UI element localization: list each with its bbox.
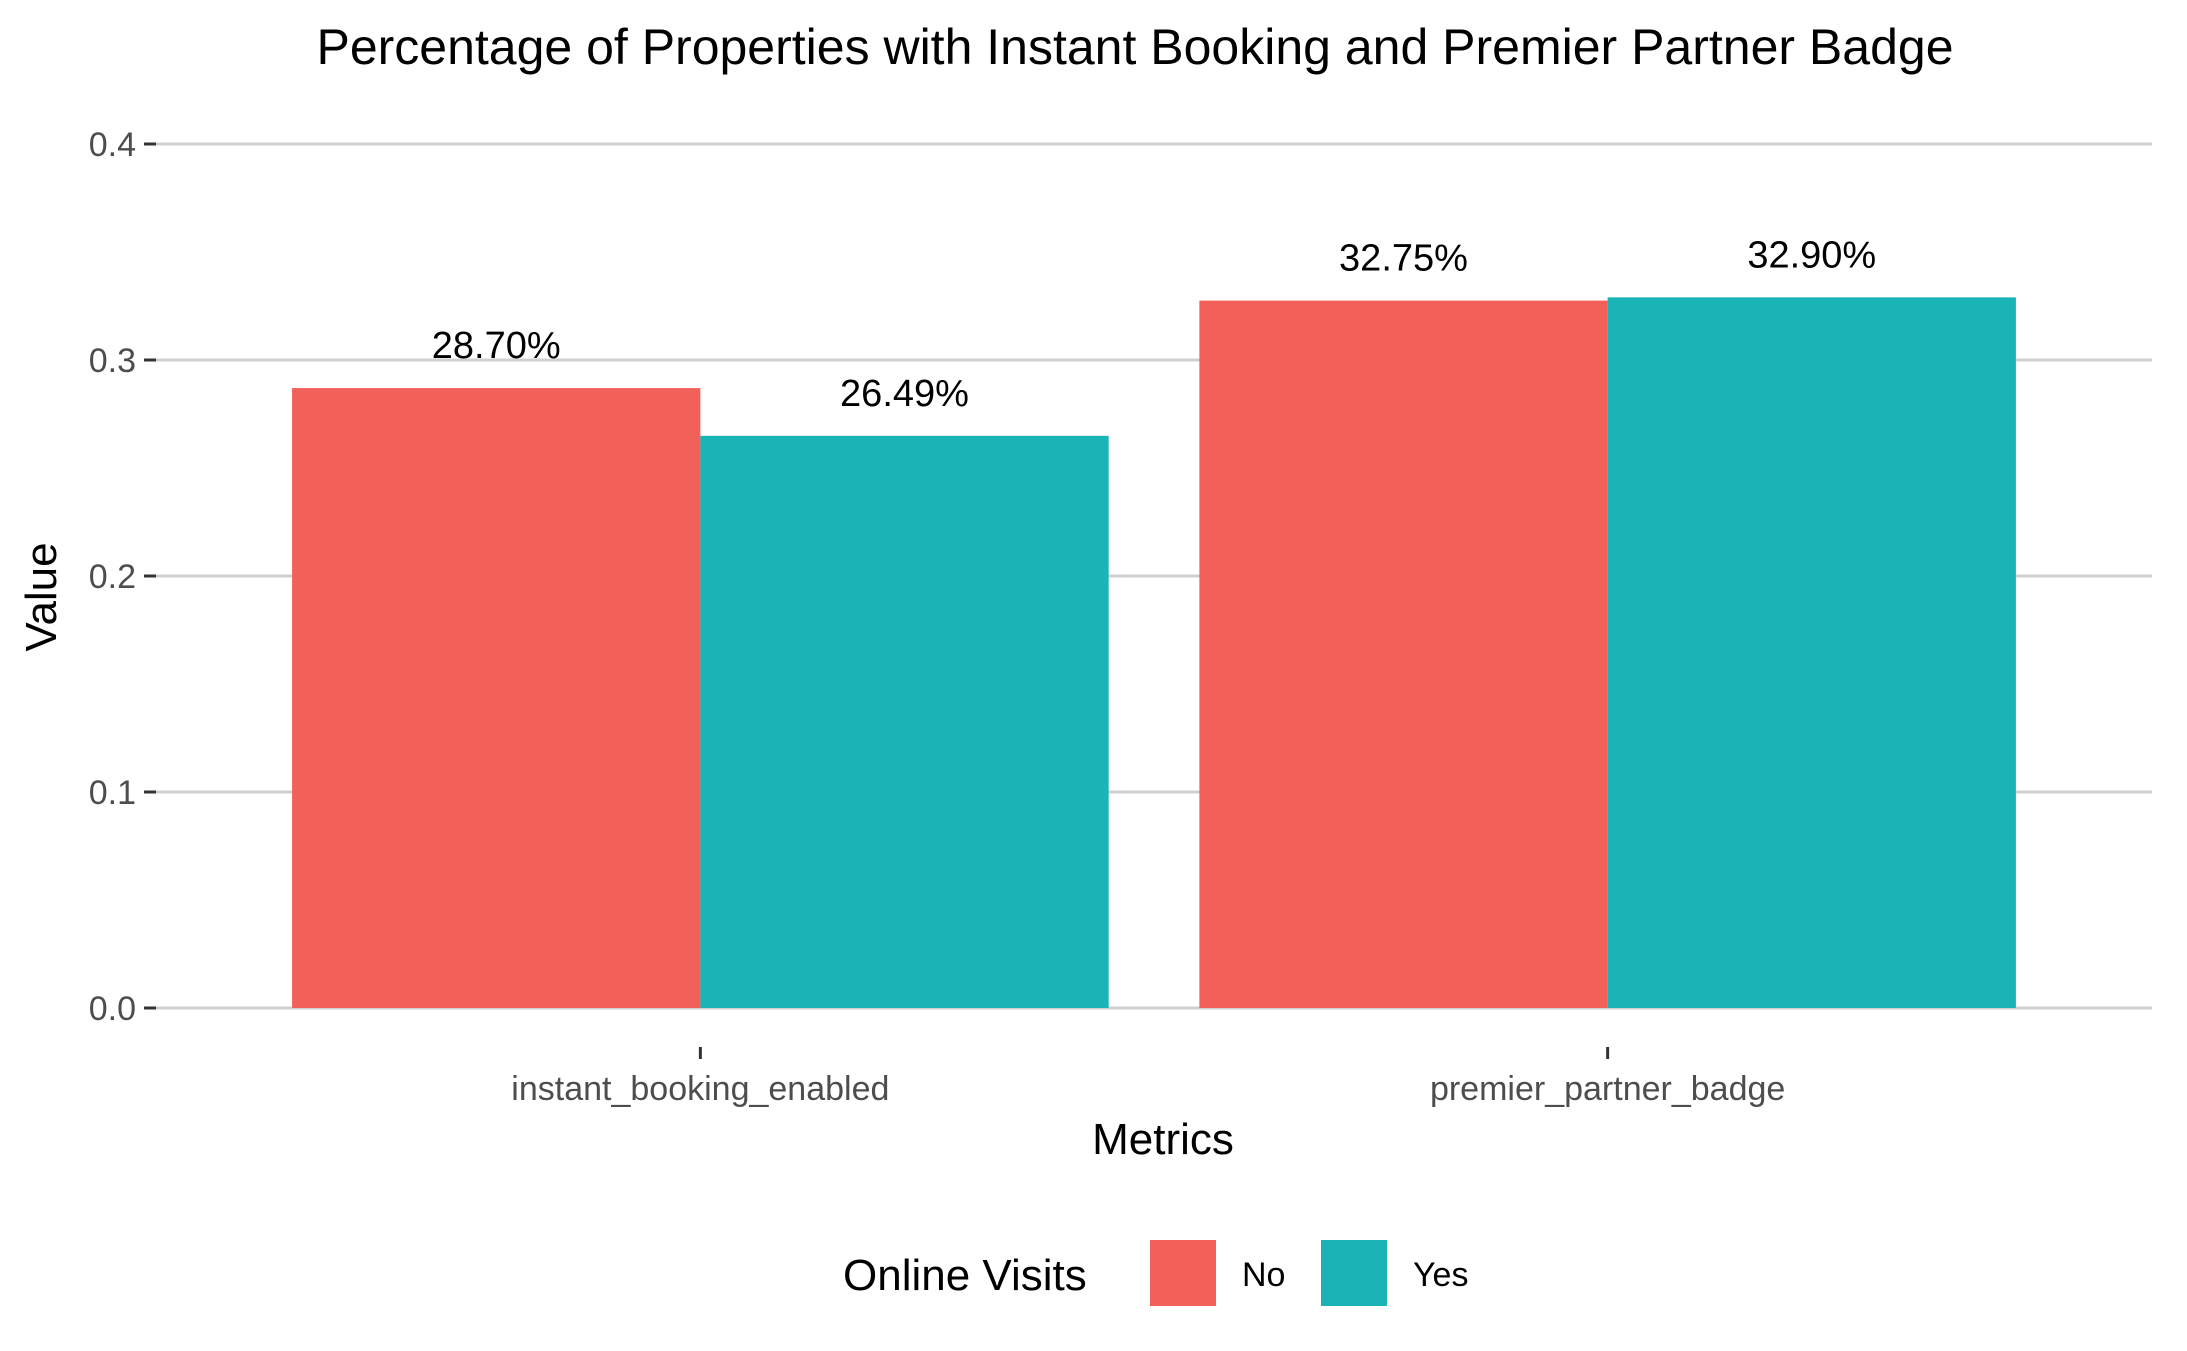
bar xyxy=(700,435,1109,1008)
y-axis: 0.0 0.1 0.2 0.3 0.4 xyxy=(89,126,156,1028)
y-tick-label: 0.0 xyxy=(89,990,136,1028)
legend-key xyxy=(1150,1240,1216,1306)
y-tick-label: 0.2 xyxy=(89,558,136,596)
legend-label: No xyxy=(1242,1256,1285,1294)
bars xyxy=(292,297,2016,1009)
y-tick-label: 0.3 xyxy=(89,342,136,380)
data-label: 32.75% xyxy=(1339,238,1468,280)
x-axis-title: Metrics xyxy=(1092,1115,1234,1164)
bar xyxy=(1199,300,1608,1009)
x-axis: instant_booking_enabled premier_partner_b… xyxy=(511,1047,1785,1108)
x-tick-label: premier_partner_badge xyxy=(1430,1070,1785,1108)
bar xyxy=(1607,297,2016,1008)
legend-label: Yes xyxy=(1413,1256,1468,1294)
legend-key xyxy=(1321,1240,1387,1306)
data-label: 32.90% xyxy=(1747,234,1876,276)
legend: Online Visits No Yes xyxy=(843,1240,1468,1306)
data-labels: 28.70% 32.75% 26.49% 32.90% xyxy=(432,234,1876,414)
data-label: 28.70% xyxy=(432,325,561,367)
data-label: 26.49% xyxy=(840,373,969,415)
y-axis-title: Value xyxy=(17,542,66,651)
bar xyxy=(292,388,701,1009)
y-tick-label: 0.4 xyxy=(89,126,136,164)
legend-title: Online Visits xyxy=(843,1251,1087,1300)
x-tick-label: instant_booking_enabled xyxy=(511,1070,889,1108)
y-tick-label: 0.1 xyxy=(89,774,136,812)
chart-title: Percentage of Properties with Instant Bo… xyxy=(316,19,1953,75)
